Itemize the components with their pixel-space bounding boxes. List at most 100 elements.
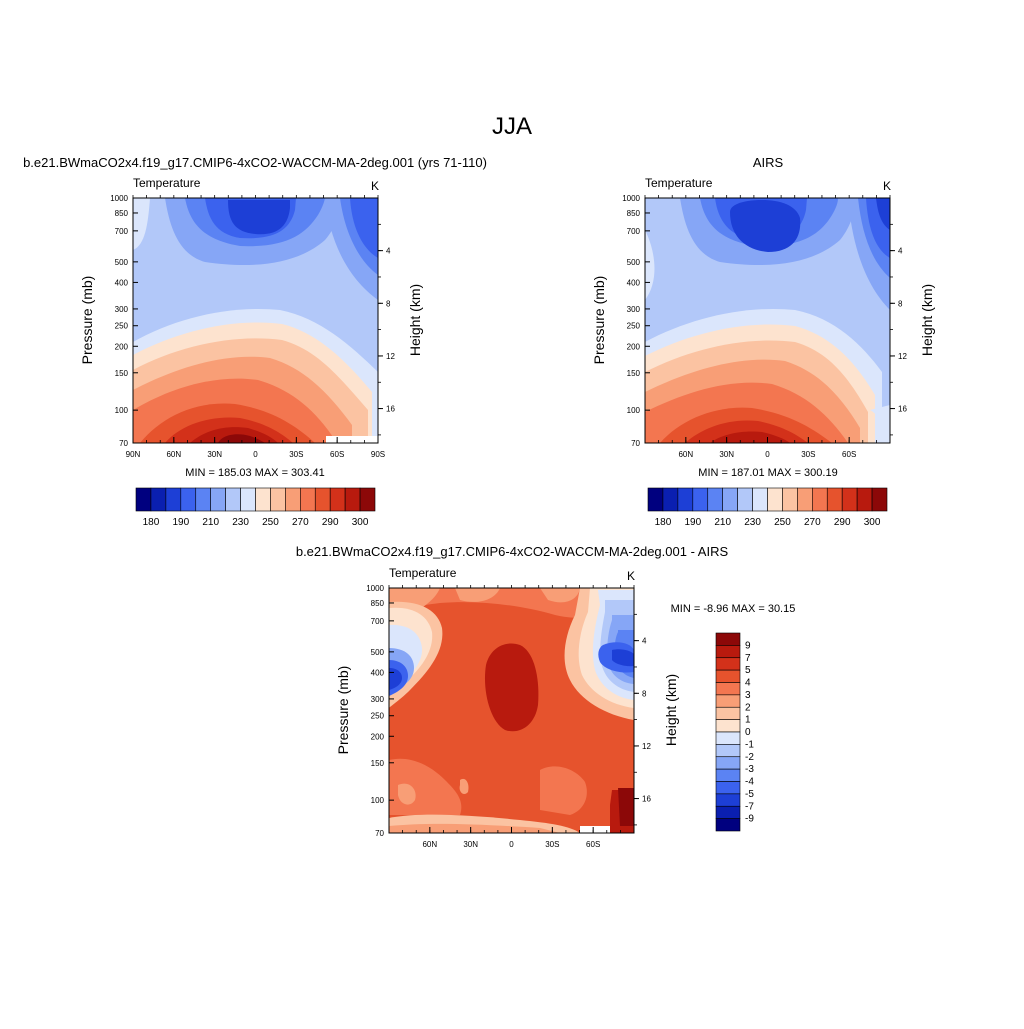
band-9 <box>876 198 890 230</box>
colorbar-box-15 <box>715 818 741 832</box>
colorbar-label-3: 230 <box>744 517 761 528</box>
colorbar-box-8 <box>715 731 741 745</box>
panel-airs-ticks: 70 100 150 200 250 300 400 500 700 850 1000 16 12 8 4 6… <box>622 194 907 459</box>
colorbar-label-2: 5 <box>745 665 751 676</box>
colorbar-label-1: 190 <box>172 517 189 528</box>
panel-model-ylabel: Pressure (mb) <box>79 276 95 365</box>
y2tick-label-0: 16 <box>642 795 651 804</box>
ytick-label-1: 100 <box>371 796 385 805</box>
band-18 <box>218 434 265 443</box>
panel-model-left-label: Temperature <box>133 176 201 190</box>
colorbar-label-3: 4 <box>745 678 751 689</box>
ytick-label-6: 400 <box>627 278 641 287</box>
xtick-label-2: 30N <box>207 450 222 459</box>
colorbar-box-12 <box>826 487 843 512</box>
colorbar-label-0: 180 <box>655 517 672 528</box>
ytick-label-2: 150 <box>115 369 129 378</box>
panel-diff-left-label: Temperature <box>389 566 457 580</box>
colorbar-label-6: 290 <box>834 517 851 528</box>
xtick-label-0: 60N <box>678 450 693 459</box>
colorbar-box-4 <box>707 487 723 512</box>
xtick-label-2: 0 <box>765 450 770 459</box>
colorbar-label-1: 190 <box>684 517 701 528</box>
colorbar-box-15 <box>871 487 888 512</box>
ytick-label-5: 300 <box>115 305 129 314</box>
page-title: JJA <box>492 113 532 140</box>
colorbar-box-4 <box>715 682 741 696</box>
ytick-label-5: 300 <box>371 695 385 704</box>
masked-region <box>326 436 378 443</box>
colorbar-box-14 <box>856 487 873 512</box>
ytick-label-10: 1000 <box>366 584 384 593</box>
panel-diff-colorbar: 9 75 432 10-1 -2-3 -4-5-7 -9 <box>715 632 754 832</box>
band-9 <box>133 198 150 250</box>
colorbar-label-12: -5 <box>745 789 754 800</box>
ytick-label-9: 850 <box>115 209 129 218</box>
xtick-label-2: 0 <box>509 840 514 849</box>
y2tick-label-2: 8 <box>642 689 647 698</box>
colorbar-box-11 <box>300 487 316 512</box>
xtick-label-0: 90N <box>126 450 141 459</box>
colorbar-box-12 <box>715 781 741 795</box>
panel-diff-stats: MIN = -8.96 MAX = 30.15 <box>671 603 796 615</box>
ytick-label-8: 700 <box>115 227 129 236</box>
ytick-label-7: 500 <box>115 258 129 267</box>
colorbar-label-7: 300 <box>864 517 881 528</box>
colorbar-box-3 <box>180 487 197 512</box>
colorbar-box-6 <box>225 487 241 512</box>
colorbar-label-2: 210 <box>714 517 731 528</box>
band-11 <box>389 668 402 690</box>
colorbar-box-2 <box>677 487 694 512</box>
colorbar-box-9 <box>270 487 286 512</box>
colorbar-label-6: 290 <box>322 517 339 528</box>
xtick-label-3: 0 <box>253 450 258 459</box>
colorbar-box-11 <box>715 768 741 782</box>
colorbar-label-13: -7 <box>745 801 754 812</box>
colorbar-label-6: 1 <box>745 715 751 726</box>
ytick-label-10: 1000 <box>622 194 640 203</box>
band-23 <box>398 783 416 805</box>
panel-model-title: b.e21.BWmaCO2x4.f19_g17.CMIP6-4xCO2-WACC… <box>23 155 487 170</box>
colorbar-box-7 <box>240 487 256 512</box>
panel-airs-title: AIRS <box>753 155 784 170</box>
y2tick-label-2: 8 <box>386 299 391 308</box>
colorbar-label-3: 230 <box>232 517 249 528</box>
xtick-label-4: 60S <box>842 450 856 459</box>
y2tick-label-2: 8 <box>898 299 903 308</box>
panel-diff-ticks: 70 100 150 200 250 300 400 500 700 850 1000 16 12 8 4 6… <box>366 584 651 849</box>
panel-model-ticks: 70 100 150 200 250 300 400 500 700 850 1000 16 12 8 4 9… <box>110 194 395 459</box>
colorbar-label-4: 250 <box>262 517 279 528</box>
panel-model-stats: MIN = 185.03 MAX = 303.41 <box>185 467 324 479</box>
ytick-label-1: 100 <box>115 406 129 415</box>
ytick-label-8: 700 <box>371 617 385 626</box>
ytick-label-4: 250 <box>115 322 129 331</box>
band-19 <box>870 405 890 443</box>
xtick-label-0: 60N <box>422 840 437 849</box>
panel-airs-right-label: K <box>883 179 891 193</box>
xtick-label-3: 30S <box>545 840 559 849</box>
colorbar-box-1 <box>150 487 167 512</box>
band-5 <box>540 588 580 603</box>
masked-region <box>580 826 610 833</box>
ytick-label-9: 850 <box>371 599 385 608</box>
panel-diff-field <box>389 588 634 833</box>
colorbar-label-5: 2 <box>745 702 751 713</box>
colorbar-label-2: 210 <box>202 517 219 528</box>
xtick-label-1: 30N <box>463 840 478 849</box>
panel-airs-y2label: Height (km) <box>919 284 935 356</box>
colorbar-label-1: 7 <box>745 653 751 664</box>
band-18 <box>710 431 790 443</box>
colorbar-box-8 <box>767 487 783 512</box>
colorbar-box-14 <box>344 487 361 512</box>
colorbar-box-1 <box>715 645 741 659</box>
xtick-label-3: 30S <box>801 450 815 459</box>
panel-model-colorbar: 180 190 210 230 250 270 290 300 <box>135 487 376 528</box>
panel-model-field <box>133 198 378 443</box>
colorbar-box-5 <box>715 694 741 708</box>
band-4 <box>455 588 500 602</box>
ytick-label-4: 250 <box>627 322 641 331</box>
colorbar-label-8: -1 <box>745 739 754 750</box>
band-8 <box>350 198 378 258</box>
y2tick-label-3: 4 <box>642 637 647 646</box>
ytick-label-5: 300 <box>627 305 641 314</box>
